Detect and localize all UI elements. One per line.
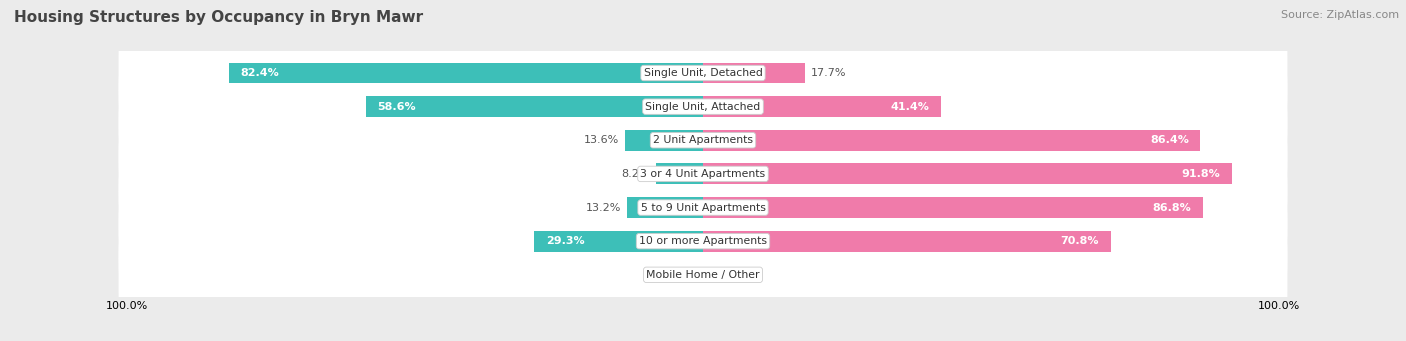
Text: Housing Structures by Occupancy in Bryn Mawr: Housing Structures by Occupancy in Bryn …	[14, 10, 423, 25]
Text: 70.8%: 70.8%	[1060, 236, 1099, 246]
Text: 5 to 9 Unit Apartments: 5 to 9 Unit Apartments	[641, 203, 765, 212]
Text: 17.7%: 17.7%	[811, 68, 846, 78]
Text: Single Unit, Detached: Single Unit, Detached	[644, 68, 762, 78]
FancyBboxPatch shape	[118, 108, 1288, 240]
Text: 86.8%: 86.8%	[1153, 203, 1191, 212]
Text: Mobile Home / Other: Mobile Home / Other	[647, 270, 759, 280]
Text: 86.4%: 86.4%	[1150, 135, 1189, 145]
Bar	[534, 231, 703, 252]
Text: Single Unit, Attached: Single Unit, Attached	[645, 102, 761, 112]
Text: 82.4%: 82.4%	[240, 68, 278, 78]
Bar	[703, 130, 1201, 151]
Text: 0.0%: 0.0%	[669, 270, 697, 280]
Bar	[703, 63, 804, 84]
Bar	[229, 63, 703, 84]
Text: 58.6%: 58.6%	[377, 102, 416, 112]
FancyBboxPatch shape	[118, 209, 1288, 341]
Legend: Owner-occupied, Renter-occupied: Owner-occupied, Renter-occupied	[572, 337, 834, 341]
Text: 3 or 4 Unit Apartments: 3 or 4 Unit Apartments	[641, 169, 765, 179]
Bar	[366, 96, 703, 117]
Bar	[624, 130, 703, 151]
FancyBboxPatch shape	[118, 175, 1288, 307]
FancyBboxPatch shape	[118, 41, 1288, 173]
Text: 10 or more Apartments: 10 or more Apartments	[638, 236, 768, 246]
Text: 13.2%: 13.2%	[586, 203, 621, 212]
Bar	[703, 197, 1202, 218]
Text: 13.6%: 13.6%	[583, 135, 619, 145]
Text: Source: ZipAtlas.com: Source: ZipAtlas.com	[1281, 10, 1399, 20]
Text: 41.4%: 41.4%	[891, 102, 929, 112]
Text: 0.0%: 0.0%	[709, 270, 737, 280]
Bar	[627, 197, 703, 218]
Bar	[703, 163, 1232, 184]
Bar	[703, 96, 942, 117]
Text: 29.3%: 29.3%	[546, 236, 585, 246]
FancyBboxPatch shape	[118, 7, 1288, 139]
Text: 91.8%: 91.8%	[1181, 169, 1220, 179]
FancyBboxPatch shape	[118, 142, 1288, 273]
Text: 8.2%: 8.2%	[621, 169, 650, 179]
FancyBboxPatch shape	[118, 74, 1288, 206]
Bar	[655, 163, 703, 184]
Bar	[703, 231, 1111, 252]
Text: 2 Unit Apartments: 2 Unit Apartments	[652, 135, 754, 145]
